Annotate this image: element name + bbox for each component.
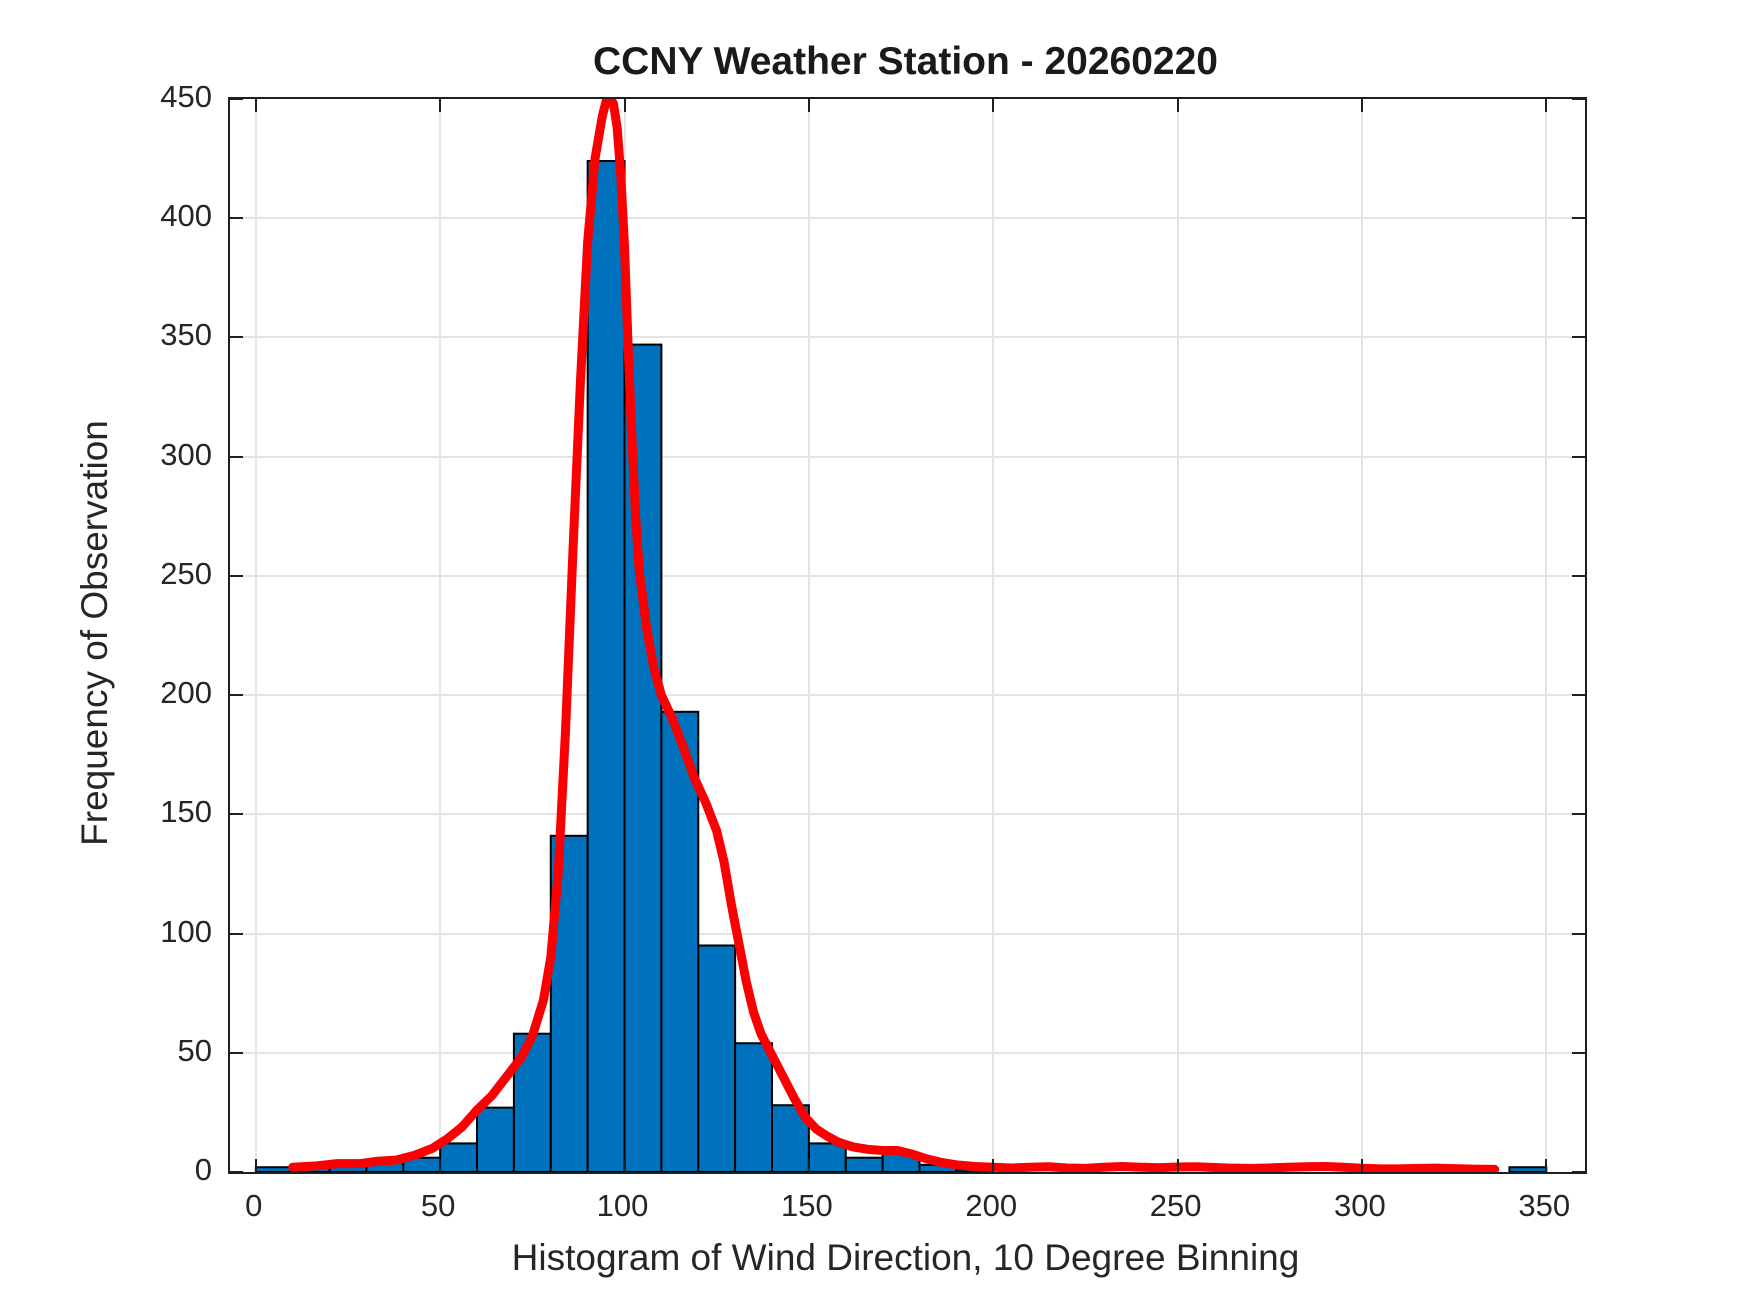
tick-top-250 (1176, 99, 1179, 112)
gridline-x-300 (1360, 99, 1363, 1172)
y-tick-label-100: 100 (160, 913, 212, 949)
tick-left-200 (230, 694, 243, 697)
y-axis-label: Frequency of Observation (74, 420, 115, 846)
y-tick-label-200: 200 (160, 675, 212, 711)
tick-top-200 (992, 99, 995, 112)
x-tick-label-300: 300 (1334, 1188, 1386, 1223)
gridline-x-50 (439, 99, 442, 1172)
histogram-bar-50-60 (439, 1142, 479, 1172)
gridline-y-300 (230, 455, 1585, 458)
y-tick-label-450: 450 (160, 79, 212, 114)
gridline-x-250 (1176, 99, 1179, 1172)
plot-clip-region (230, 99, 1585, 1172)
tick-left-50 (230, 1051, 243, 1054)
tick-left-450 (230, 99, 243, 100)
gridline-y-250 (230, 574, 1585, 577)
tick-left-400 (230, 217, 243, 220)
tick-top-150 (807, 99, 810, 112)
tick-right-450 (1572, 99, 1585, 100)
gridline-x-150 (807, 99, 810, 1172)
y-tick-label-50: 50 (177, 1032, 212, 1068)
tick-bottom-100 (623, 1159, 626, 1172)
histogram-bar-90-100 (586, 159, 626, 1172)
histogram-bar-130-140 (734, 1042, 773, 1172)
tick-top-50 (439, 99, 442, 112)
chart-title: CCNY Weather Station - 20260220 (593, 40, 1218, 83)
tick-bottom-200 (992, 1159, 995, 1172)
x-tick-label-150: 150 (780, 1188, 833, 1223)
x-tick-label-0: 0 (245, 1188, 263, 1223)
histogram-bar-60-70 (476, 1106, 515, 1172)
tick-bottom-50 (439, 1159, 442, 1172)
tick-right-200 (1572, 694, 1585, 697)
y-tick-label-150: 150 (160, 794, 212, 830)
tick-right-400 (1572, 217, 1585, 220)
histogram-bar-340-350 (1508, 1166, 1548, 1172)
x-axis-label: Histogram of Wind Direction, 10 Degree B… (511, 1237, 1300, 1278)
gridline-y-100 (230, 932, 1585, 935)
tick-bottom-250 (1176, 1159, 1179, 1172)
tick-top-350 (1545, 99, 1548, 112)
tick-bottom-300 (1360, 1159, 1363, 1172)
tick-left-250 (230, 574, 243, 577)
histogram-bar-110-120 (660, 710, 700, 1172)
tick-top-300 (1360, 99, 1363, 112)
tick-top-0 (254, 99, 257, 112)
tick-right-150 (1572, 813, 1585, 816)
x-tick-label-50: 50 (420, 1188, 456, 1223)
tick-right-50 (1572, 1051, 1585, 1054)
gridline-x-200 (992, 99, 995, 1172)
x-tick-label-100: 100 (596, 1188, 649, 1223)
tick-left-150 (230, 813, 243, 816)
gridline-y-400 (230, 217, 1585, 220)
y-tick-label-300: 300 (160, 436, 212, 472)
histogram-bar-0-10 (254, 1166, 294, 1172)
tick-left-0 (230, 1171, 243, 1172)
gridline-y-150 (230, 813, 1585, 816)
tick-left-100 (230, 932, 243, 935)
tick-right-350 (1572, 336, 1585, 339)
y-tick-label-400: 400 (160, 198, 212, 234)
tick-left-350 (230, 336, 243, 339)
tick-bottom-0 (254, 1159, 257, 1172)
x-tick-label-250: 250 (1149, 1188, 1202, 1223)
y-tick-label-0: 0 (194, 1152, 212, 1187)
tick-bottom-350 (1545, 1159, 1548, 1172)
y-tick-label-250: 250 (160, 555, 212, 591)
x-tick-label-200: 200 (965, 1188, 1018, 1223)
tick-right-0 (1572, 1171, 1585, 1172)
gridline-x-0 (254, 99, 257, 1172)
gridline-y-200 (230, 694, 1585, 697)
tick-bottom-150 (807, 1159, 810, 1172)
x-tick-label-350: 350 (1518, 1188, 1571, 1223)
plot-area (228, 97, 1587, 1174)
histogram-bar-120-130 (697, 944, 737, 1172)
histogram-and-curve (254, 99, 1548, 1172)
gridline-y-50 (230, 1051, 1585, 1054)
tick-right-100 (1572, 932, 1585, 935)
tick-top-100 (623, 99, 626, 112)
gridline-y-350 (230, 336, 1585, 339)
tick-left-300 (230, 455, 243, 458)
tick-right-250 (1572, 574, 1585, 577)
tick-right-300 (1572, 455, 1585, 458)
smoothed-curve (288, 99, 1500, 1172)
y-tick-label-350: 350 (160, 317, 212, 353)
histogram-bar-150-160 (807, 1142, 847, 1172)
gridline-x-350 (1545, 99, 1548, 1172)
histogram-bar-160-170 (844, 1156, 884, 1172)
